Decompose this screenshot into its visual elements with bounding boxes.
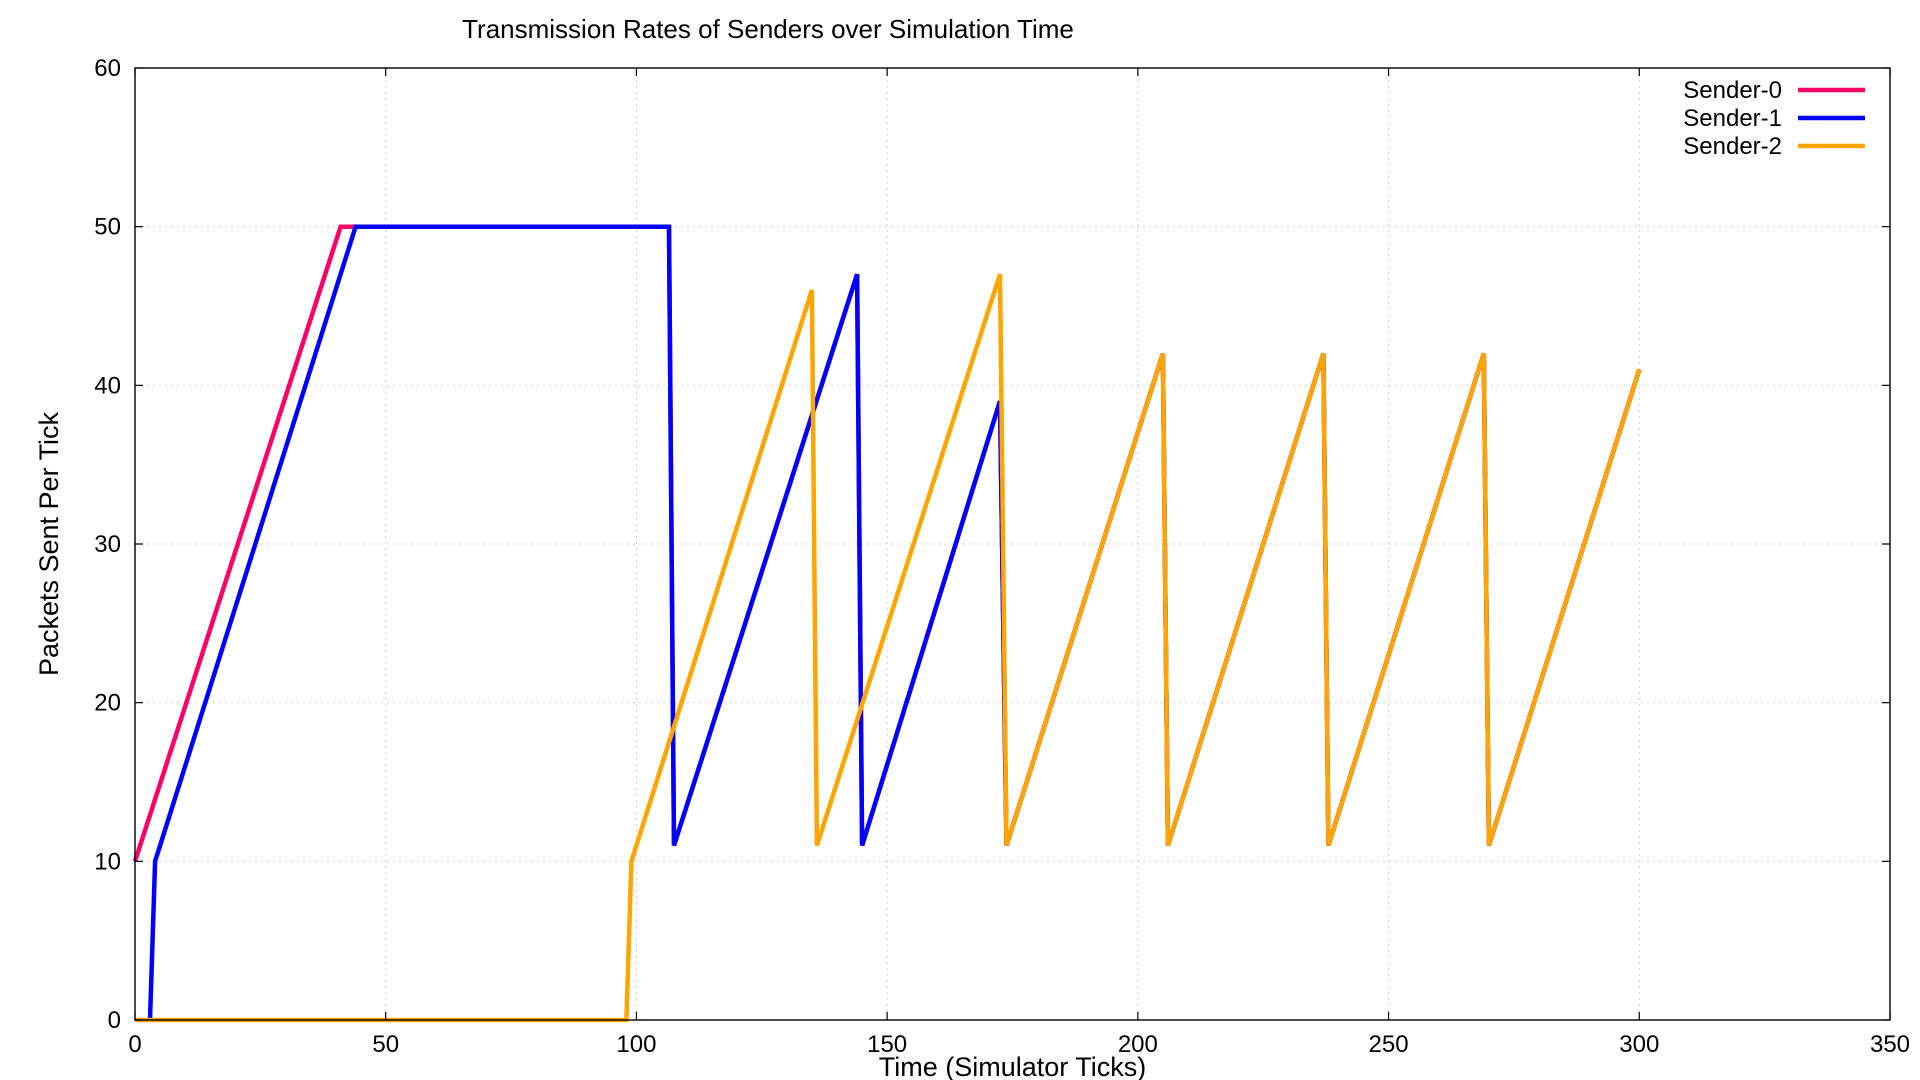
chart-title: Transmission Rates of Senders over Simul… [462,14,1074,44]
x-tick-label: 300 [1619,1031,1659,1058]
y-tick-label: 30 [94,531,121,558]
y-tick-label: 20 [94,690,121,717]
x-tick-label: 350 [1870,1031,1910,1058]
y-tick-label: 40 [94,372,121,399]
legend-label-sender-1: Sender-1 [1683,105,1782,132]
series-line-sender-2 [135,273,1642,1023]
y-tick-label: 50 [94,214,121,241]
legend-label-sender-0: Sender-0 [1683,77,1782,104]
y-tick-label: 60 [94,55,121,82]
series-lines [132,224,1642,1023]
x-tick-label: 100 [616,1031,656,1058]
grid-lines [135,68,1890,1020]
axis-ticks: 0 50 100 150 200 250 300 350 0 10 20 30 40 50 60 [94,55,1910,1058]
x-tick-label: 150 [867,1031,907,1058]
x-tick-label: 250 [1369,1031,1409,1058]
legend-label-sender-2: Sender-2 [1683,133,1782,160]
series-line-sender-1 [147,224,1642,1021]
x-tick-label: 200 [1118,1031,1158,1058]
x-tick-label: 50 [372,1031,399,1058]
y-tick-label: 10 [94,848,121,875]
y-axis-label: Packets Sent Per Tick [34,411,64,676]
y-tick-label: 0 [108,1007,121,1034]
x-axis-label: Time (Simulator Ticks) [879,1052,1147,1080]
x-tick-label: 0 [128,1031,141,1058]
